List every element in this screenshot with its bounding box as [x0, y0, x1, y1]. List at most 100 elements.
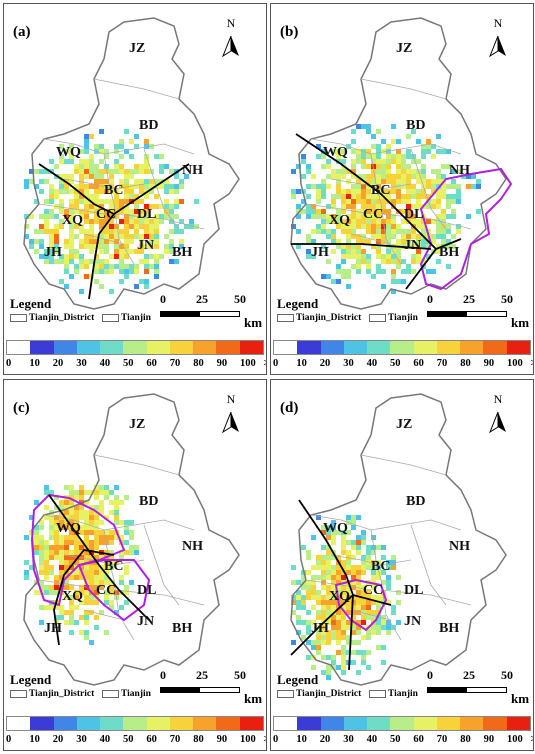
heat-cells: [291, 515, 401, 680]
scale-tick: 50: [234, 292, 246, 306]
colorbar-tick: >100: [263, 734, 266, 745]
colorbar-swatch: [146, 717, 170, 730]
district-label-jz: JZ: [396, 41, 412, 56]
district-label-dl: DL: [137, 583, 156, 598]
scale-unit: km: [511, 691, 530, 706]
colorbar-tick: 90: [216, 734, 228, 745]
district-label-bd: BD: [139, 494, 158, 509]
district-label-cc: CC: [96, 207, 116, 222]
colorbar-tick: 0: [6, 358, 12, 369]
north-arrow-icon: [498, 36, 506, 56]
district-label-jn: JN: [404, 238, 421, 253]
colorbar-tick: 10: [29, 358, 40, 369]
colorbar: [6, 340, 264, 355]
cluster-boundary: [419, 167, 513, 291]
colorbar-swatch: [216, 717, 240, 730]
district-boundary: [143, 148, 180, 230]
colorbar-tick: 60: [413, 734, 424, 745]
map-canvas: JZ BD WQ NH BC CC DL XQ JN JH BH: [23, 17, 240, 310]
district-boundary: [93, 78, 180, 100]
district-boundary: [410, 148, 447, 230]
colorbar-swatch: [297, 341, 321, 354]
district-label-nh: NH: [182, 163, 203, 178]
district-label-nh: NH: [449, 539, 470, 554]
colorbar-tick: 30: [76, 734, 87, 745]
colorbar-tick: 0: [273, 358, 279, 369]
map-canvas: JZ BD WQ NH BC CC DL XQ JN JH BH: [290, 393, 507, 686]
legend-title: Legend: [10, 296, 52, 311]
colorbar-tick: 100: [240, 358, 256, 369]
district-label-jz: JZ: [396, 417, 412, 432]
colorbar-swatch: [483, 341, 507, 354]
colorbar-tick: 30: [76, 358, 87, 369]
map-panel-c: JZ BD WQ NH BC CC DL XQ JN JH BH (c) N Legend Tianjin_…: [3, 379, 267, 751]
colorbar-tick: 30: [343, 734, 354, 745]
scale-tick: 25: [196, 292, 208, 306]
district-label-xq: XQ: [62, 589, 83, 604]
legend-item-district: Tianjin_District: [10, 313, 94, 323]
district-boundary: [360, 78, 447, 100]
colorbar-tick: 60: [146, 358, 157, 369]
scale-tick: 25: [463, 668, 475, 682]
scale-tick: 0: [160, 292, 166, 306]
colorbar-tick: 10: [29, 734, 40, 745]
axis-line: [290, 594, 392, 656]
colorbar: [6, 716, 264, 731]
legend-item-district: Tianjin_District: [10, 689, 94, 699]
colorbar-tick: 100: [507, 358, 523, 369]
colorbar-tick: 70: [169, 358, 181, 369]
district-label-wq: WQ: [323, 145, 348, 160]
legend-swatch-icon: [369, 690, 386, 698]
district-boundary: [43, 138, 195, 155]
axis-line: [295, 133, 437, 250]
district-label-jn: JN: [137, 614, 154, 629]
tianjin-boundary: [23, 393, 240, 686]
scale-tick: 0: [427, 668, 433, 682]
legend-title: Legend: [277, 672, 319, 687]
colorbar-swatch: [239, 717, 263, 730]
colorbar-swatch: [343, 717, 368, 730]
scale-bar: [160, 687, 240, 693]
district-boundary: [83, 609, 125, 621]
district-boundary: [380, 213, 472, 230]
panel-label: (b): [280, 24, 299, 40]
colorbar-tick: 30: [343, 358, 354, 369]
colorbar-tick: 80: [460, 358, 471, 369]
colorbar-swatch: [297, 717, 321, 730]
colorbar-swatch: [100, 341, 124, 354]
colorbar-swatch: [193, 341, 217, 354]
district-label-jn: JN: [404, 614, 421, 629]
colorbar-tick: 80: [460, 734, 471, 745]
colorbar-tick: 50: [390, 358, 401, 369]
district-label-wq: WQ: [323, 521, 348, 536]
district-label-bd: BD: [139, 118, 158, 133]
legend-swatch-icon: [10, 690, 27, 698]
district-label-xq: XQ: [329, 213, 350, 228]
colorbar: [273, 340, 531, 355]
axis-line: [348, 594, 354, 671]
axis-line: [38, 163, 190, 216]
tianjin-boundary: [290, 393, 507, 686]
axis-line: [298, 499, 354, 596]
colorbar-tick: 70: [436, 734, 448, 745]
colorbar-swatch: [169, 717, 194, 730]
colorbar-tick: 80: [193, 734, 204, 745]
colorbar-swatch: [460, 717, 484, 730]
colorbar-tick: 20: [52, 358, 64, 369]
district-boundary: [410, 524, 447, 606]
legend-swatch-icon: [102, 690, 119, 698]
cluster-boundary: [334, 578, 388, 632]
district-boundary: [310, 138, 462, 155]
district-label-dl: DL: [404, 207, 423, 222]
district-boundary: [63, 178, 145, 190]
colorbar-swatch: [320, 341, 344, 354]
heat-cells: [291, 124, 481, 294]
colorbar-swatch: [7, 717, 31, 730]
colorbar-tick: 90: [483, 734, 495, 745]
scale-tick: 50: [501, 292, 513, 306]
scale-unit: km: [511, 315, 530, 330]
north-arrow-icon: [231, 36, 239, 56]
colorbar-tick: 10: [296, 734, 307, 745]
colorbar-tick: 20: [52, 734, 64, 745]
panel-label: (d): [280, 400, 299, 416]
